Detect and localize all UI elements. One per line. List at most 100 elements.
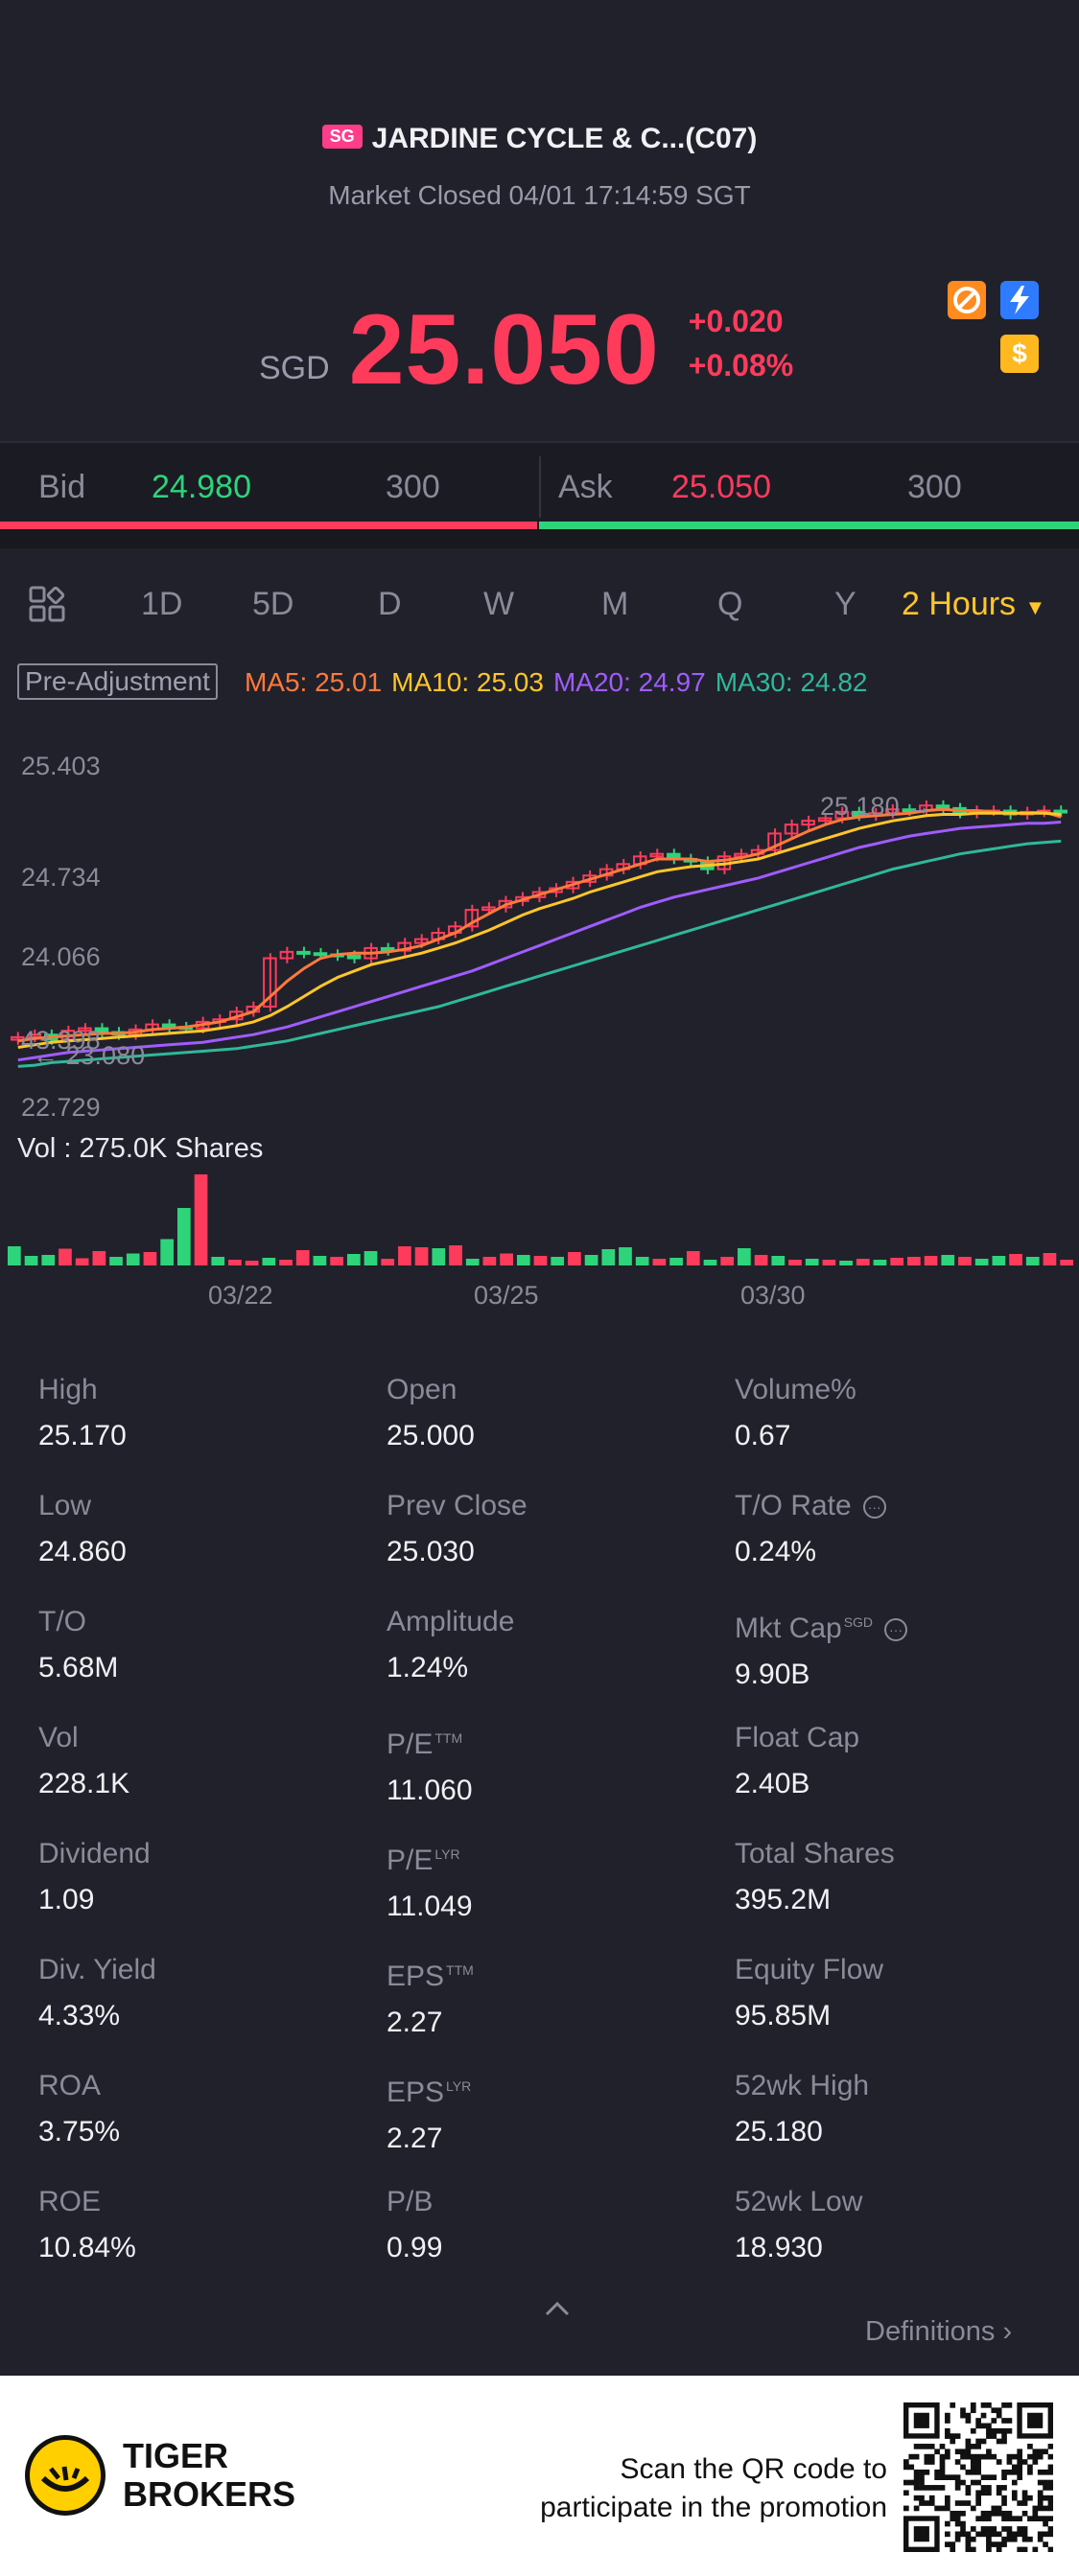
tab-week[interactable]: W <box>483 586 515 622</box>
y-tick-2: 24.734 <box>21 863 101 892</box>
candle-body <box>1053 809 1068 814</box>
low-marker: ← 23.080 <box>33 1041 146 1070</box>
volume-bar <box>1043 1253 1057 1265</box>
volume-bar <box>788 1260 802 1265</box>
volume-bar <box>465 1259 480 1265</box>
qr-code[interactable] <box>903 2402 1053 2552</box>
ma20-line <box>17 821 1062 1062</box>
collapse-chevron-icon[interactable] <box>543 2297 572 2325</box>
candle-body <box>279 950 294 960</box>
volume-bar <box>720 1257 735 1265</box>
tab-1d[interactable]: 1D <box>141 586 183 622</box>
high-marker-value: 25.180 <box>820 792 900 821</box>
volume-bar <box>601 1249 616 1265</box>
stat-value: 10.84% <box>38 2232 136 2263</box>
no-entry-icon[interactable] <box>948 281 986 319</box>
volume-bar <box>381 1259 395 1265</box>
y-tick-bottom: 22.729 <box>21 1093 101 1122</box>
volume-bar <box>228 1260 242 1265</box>
tab-year[interactable]: Y <box>834 586 856 622</box>
section-divider <box>0 529 1079 548</box>
stat-superscript: LYR <box>434 1846 460 1862</box>
ask-label: Ask <box>558 469 613 505</box>
candle-body <box>78 1027 92 1033</box>
stat-label-text: 52wk High <box>735 2070 870 2101</box>
ma5-value: MA5: 25.01 <box>244 667 383 697</box>
tab-2-hours[interactable]: 2 Hours ▼ <box>902 575 1045 637</box>
ask-size: 300 <box>907 469 962 505</box>
volume-bar <box>856 1259 870 1265</box>
promo-text: Scan the QR code to participate in the p… <box>499 2450 887 2527</box>
dollar-icon[interactable]: $ <box>1000 335 1039 373</box>
stat-value: 25.180 <box>735 2116 823 2147</box>
stat-label-text: T/O <box>38 1606 86 1637</box>
currency-label: SGD <box>259 350 330 386</box>
tiger-logo-icon <box>25 2435 106 2516</box>
definitions-link[interactable]: Definitions › <box>865 2316 1012 2348</box>
stat-cell: Mkt Cap SGD ··· 9.90B <box>735 1603 1061 1694</box>
volume-bar <box>313 1256 327 1265</box>
stat-cell: Amplitude 1.24% <box>387 1603 713 1687</box>
price-chart[interactable] <box>0 738 1079 1131</box>
pre-adjustment-button[interactable]: Pre-Adjustment <box>17 663 218 700</box>
volume-bar <box>194 1174 208 1265</box>
stat-label-text: Dividend <box>38 1838 151 1869</box>
ma30-value: MA30: 24.82 <box>715 667 868 697</box>
stat-label: Total Shares <box>735 1835 1061 1873</box>
volume-bar <box>245 1261 259 1265</box>
info-icon[interactable]: ··· <box>884 1618 908 1642</box>
tab-month[interactable]: M <box>601 586 629 622</box>
volume-bar <box>584 1255 598 1265</box>
candle-body <box>784 824 799 835</box>
tab-5d[interactable]: 5D <box>252 586 294 622</box>
volume-bar <box>432 1248 446 1265</box>
y-tick-3: 24.066 <box>21 942 101 971</box>
stat-label-text: Div. Yield <box>38 1954 156 1985</box>
tab-day[interactable]: D <box>378 586 402 622</box>
volume-bar <box>449 1245 462 1265</box>
stat-cell: Open 25.000 <box>387 1371 713 1455</box>
stat-cell: P/E LYR 11.049 <box>387 1835 713 1926</box>
volume-bar <box>941 1255 955 1265</box>
volume-bar <box>890 1258 904 1265</box>
tab-quarter[interactable]: Q <box>717 586 743 622</box>
stat-value: 0.67 <box>735 1420 791 1451</box>
ma10-line <box>17 811 1062 1049</box>
low-marker-value: 23.080 <box>65 1041 146 1070</box>
bid-strength-bar <box>0 522 537 529</box>
info-icon[interactable]: ··· <box>862 1496 886 1520</box>
stat-value: 9.90B <box>735 1659 810 1690</box>
stat-value: 2.40B <box>735 1768 810 1799</box>
stat-cell: Div. Yield 4.33% <box>38 1951 364 2035</box>
stat-label-text: Amplitude <box>387 1606 515 1637</box>
stat-cell: T/O Rate ··· 0.24% <box>735 1487 1061 1571</box>
stat-value: 18.930 <box>735 2232 823 2263</box>
stat-label: EPS LYR <box>387 2067 713 2112</box>
stat-cell: P/B 0.99 <box>387 2183 713 2267</box>
volume-bar <box>414 1247 429 1265</box>
stat-cell: Vol 228.1K <box>38 1719 364 1803</box>
stat-label-text: Vol <box>38 1722 79 1753</box>
ma30-line <box>17 839 1062 1068</box>
volume-chart[interactable] <box>0 1170 1079 1265</box>
volume-bar <box>41 1255 56 1265</box>
ask-price: 25.050 <box>671 469 771 505</box>
stat-label: Float Cap <box>735 1719 1061 1757</box>
volume-bar <box>295 1250 310 1265</box>
stat-superscript: SGD <box>843 1614 874 1630</box>
stat-superscript: TTM <box>434 1730 463 1746</box>
layout-grid-icon[interactable] <box>29 585 67 642</box>
stat-superscript: LYR <box>446 2078 472 2094</box>
brand-name: TIGER BROKERS <box>123 2437 295 2514</box>
candle-body <box>263 957 277 1008</box>
volume-bar <box>992 1256 1006 1265</box>
stat-value: 1.24% <box>387 1652 469 1683</box>
lightning-icon[interactable] <box>1000 281 1039 319</box>
stat-label: P/E LYR <box>387 1835 713 1880</box>
volume-bar <box>924 1256 938 1265</box>
stat-value: 2.27 <box>387 2007 443 2038</box>
stat-cell: Total Shares 395.2M <box>735 1835 1061 1919</box>
stat-label: Low <box>38 1487 364 1525</box>
volume-bar <box>262 1258 276 1265</box>
stat-label-text: P/B <box>387 2186 434 2217</box>
